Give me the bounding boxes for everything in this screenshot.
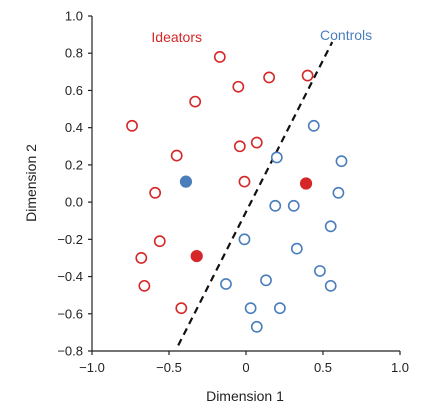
ideators-point (238, 175, 251, 188)
controls-point (269, 199, 282, 212)
ideators-point (170, 149, 183, 162)
y-tick-label: −0.2 (57, 232, 83, 247)
controls-point (220, 278, 232, 290)
controls-point (250, 320, 263, 333)
ideators-mean-point (190, 249, 203, 263)
y-axis-label: Dimension 2 (23, 144, 39, 222)
x-tick-label: 1.0 (391, 360, 409, 375)
y-tick-label: 1.0 (65, 9, 83, 24)
decision-boundary (177, 41, 334, 346)
y-tick-label: 0.2 (65, 157, 83, 172)
ideators-point (250, 136, 263, 149)
boundary-dashed-line (177, 41, 334, 346)
ideators-point (149, 186, 162, 199)
x-tick-label: 0.5 (314, 360, 332, 375)
controls-point (244, 302, 257, 315)
ideators-point (263, 71, 275, 84)
controls-point (260, 274, 272, 287)
chart-labels: Dimension 1 Dimension 2 Ideators Controls (23, 27, 372, 404)
controls-point (332, 186, 345, 199)
controls-point (307, 119, 320, 132)
controls-annotation: Controls (320, 27, 372, 43)
controls-point (238, 233, 251, 246)
x-tick-label: −1.0 (79, 360, 105, 375)
controls-point (324, 279, 337, 292)
controls-point (314, 265, 326, 277)
y-tick-label: 0.0 (65, 195, 83, 210)
ideators-point (301, 69, 314, 82)
y-tick-label: −0.4 (57, 269, 83, 284)
ideators-point (233, 140, 246, 153)
x-tick-label: −0.5 (156, 360, 182, 375)
y-tick-label: −0.8 (57, 344, 83, 359)
ideators-point (175, 302, 188, 315)
y-tick-label: 0.4 (65, 120, 83, 135)
ideators-point (138, 279, 151, 292)
ideators-annotation: Ideators (151, 29, 202, 45)
y-tick-label: 0.6 (65, 83, 83, 98)
controls-point (335, 155, 348, 168)
y-tick-label: −0.6 (57, 306, 83, 321)
ideators-point (213, 51, 226, 63)
controls-point (290, 242, 303, 255)
ideators-point (135, 252, 148, 264)
tick-marks: −1.0 −0.5 0 0.5 1.0 −0.8 −0.6 −0.4 −0.2 0.0 0.2 0.4… (57, 9, 409, 376)
controls-point (287, 199, 300, 212)
ideators-point (126, 119, 138, 132)
ideators-point (232, 80, 245, 93)
controls-point (324, 220, 337, 233)
controls-mean-point (179, 175, 193, 188)
y-tick-label: 0.8 (65, 46, 83, 61)
x-tick-label: 0 (242, 360, 249, 375)
controls-point (273, 302, 286, 315)
ideators-point (189, 95, 202, 108)
controls-point (270, 151, 283, 164)
x-axis-label: Dimension 1 (206, 388, 284, 404)
ideators-mean-point (299, 177, 313, 190)
data-points (126, 51, 348, 333)
ideators-point (153, 235, 166, 248)
